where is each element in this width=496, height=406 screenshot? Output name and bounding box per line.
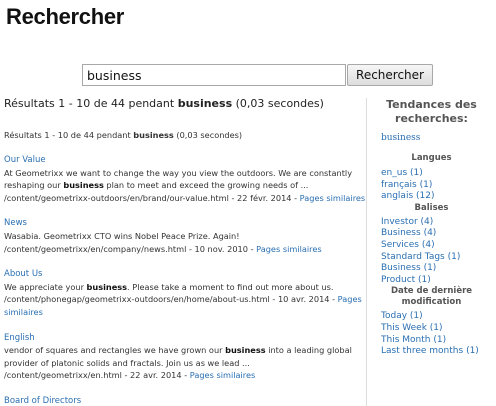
- similar-pages-link[interactable]: Pages similaires: [4, 294, 362, 317]
- result-path: /content/geometrixx-outdoors/en/brand/ou…: [4, 192, 300, 203]
- facet-language-item[interactable]: anglais (12): [381, 191, 496, 203]
- facet-label: Product: [381, 274, 416, 285]
- facets-sidebar: Tendances des recherches: business Langu…: [366, 98, 496, 406]
- summary-term: business: [177, 97, 233, 110]
- snippet-term: business: [63, 180, 104, 191]
- result-snippet: Wasabia. Geometrixx CTO wins Nobel Peace…: [4, 230, 366, 243]
- modified-heading: Date de dernière modification: [390, 286, 473, 308]
- snippet-text: into a leading global provider of platon…: [4, 345, 352, 368]
- facet-label: en_us: [381, 168, 408, 178]
- facet-label: anglais: [381, 191, 414, 202]
- similar-pages-link[interactable]: Pages similaires: [299, 192, 366, 203]
- result-title-link[interactable]: Our Value: [4, 155, 46, 165]
- tags-heading: Balises: [414, 202, 449, 213]
- result-item: About Us We appreciate your business. Pl…: [4, 268, 366, 318]
- facet-label: Standard Tags: [381, 251, 445, 262]
- facet-label: This Week: [381, 322, 427, 333]
- summary-suffix: (0,03 secondes): [232, 97, 324, 110]
- facet-count: (1): [423, 263, 437, 274]
- snippet-term: business: [86, 281, 128, 292]
- summary-term: business: [133, 130, 174, 140]
- facet-label: Business: [381, 263, 421, 274]
- trends-heading: Tendances des recherches:: [386, 98, 477, 125]
- facet-label: Services: [381, 239, 419, 250]
- result-title-link[interactable]: News: [4, 218, 27, 229]
- similar-pages-link[interactable]: Pages similaires: [189, 370, 256, 381]
- result-snippet: vendor of squares and rectangles we have…: [4, 344, 366, 369]
- facet-language-item[interactable]: français (1): [381, 180, 496, 192]
- facet-label: Business: [381, 228, 421, 239]
- result-item: News Wasabia. Geometrixx CTO wins Nobel …: [4, 217, 366, 255]
- facet-count: (1): [447, 251, 461, 262]
- similar-pages-link[interactable]: Pages similaires: [256, 243, 322, 254]
- result-title-link[interactable]: About Us: [4, 269, 43, 280]
- trend-link[interactable]: business: [381, 133, 421, 143]
- facet-count: (1): [410, 168, 423, 178]
- result-path: /content/geometrixx/en.html - 22 avr. 20…: [4, 370, 190, 381]
- facet-label: Today: [381, 311, 408, 322]
- facet-count: (1): [429, 322, 443, 333]
- results-summary: Résultats 1 - 10 de 44 pendant business …: [4, 97, 324, 110]
- result-snippet: We appreciate your business. Please take…: [4, 281, 366, 294]
- facet-tag-item[interactable]: Business (4): [381, 228, 496, 240]
- result-meta: /content/phonegap/geometrixx-outdoors/en…: [4, 293, 366, 318]
- result-path: /content/phonegap/geometrixx-outdoors/en…: [4, 294, 338, 305]
- results-list: Our Value At Geometrixx we want to chang…: [4, 154, 366, 406]
- facet-tag-item[interactable]: Investor (4): [381, 217, 496, 229]
- facet-date-item[interactable]: This Week (1): [381, 323, 496, 335]
- result-meta: /content/geometrixx/en/company/news.html…: [4, 243, 366, 256]
- facet-label: français: [381, 179, 417, 190]
- snippet-term: business: [225, 345, 266, 356]
- facet-date-item[interactable]: Today (1): [381, 311, 496, 323]
- results-summary-small: Résultats 1 - 10 de 44 pendant business …: [4, 130, 242, 140]
- facet-count: (1): [409, 311, 423, 322]
- result-title-link[interactable]: English: [4, 332, 35, 343]
- facet-language-item[interactable]: en_us (1): [381, 168, 496, 180]
- snippet-text: vendor of squares and rectangles we have…: [4, 345, 226, 356]
- facet-tag-item[interactable]: Product (1): [381, 275, 496, 287]
- snippet-text: . Please take a moment to find out more …: [127, 281, 334, 292]
- result-path: /content/geometrixx/en/company/news.html…: [4, 243, 257, 254]
- facet-count: (12): [416, 191, 435, 202]
- result-title-link[interactable]: Board of Directors: [4, 395, 82, 406]
- summary-suffix: (0,03 secondes): [173, 130, 243, 140]
- summary-prefix: Résultats 1 - 10 de 44 pendant: [4, 130, 134, 140]
- facet-count: (1): [466, 346, 479, 357]
- result-item: Board of Directors: [4, 395, 366, 406]
- facet-count: (4): [423, 228, 437, 239]
- result-snippet: At Geometrixx we want to change the way …: [4, 167, 366, 192]
- facet-label: This Month: [381, 334, 431, 345]
- snippet-text: Wasabia. Geometrixx CTO wins Nobel Peace…: [4, 230, 240, 241]
- facet-date-item[interactable]: Last three months (1): [381, 346, 496, 358]
- summary-prefix: Résultats 1 - 10 de 44 pendant: [4, 97, 178, 110]
- facet-count: (4): [421, 239, 435, 250]
- search-bar: Rechercher: [82, 64, 433, 86]
- facet-tag-item[interactable]: Services (4): [381, 240, 496, 252]
- facet-label: Investor: [381, 216, 418, 227]
- facet-tag-item[interactable]: Standard Tags (1): [381, 252, 496, 264]
- result-item: Our Value At Geometrixx we want to chang…: [4, 154, 366, 204]
- search-button[interactable]: Rechercher: [347, 64, 433, 86]
- facet-label: Last three months: [381, 346, 464, 357]
- search-input[interactable]: [82, 64, 346, 86]
- facet-count: (1): [418, 274, 431, 285]
- snippet-text: We appreciate your: [4, 281, 87, 292]
- facet-date-item[interactable]: This Month (1): [381, 335, 496, 347]
- languages-heading: Langues: [411, 153, 452, 163]
- result-meta: /content/geometrixx/en.html - 22 avr. 20…: [4, 369, 366, 382]
- snippet-text: plan to meet and exceed the growing need…: [103, 180, 309, 191]
- facet-count: (1): [433, 334, 447, 345]
- result-item: English vendor of squares and rectangles…: [4, 332, 366, 382]
- facet-count: (1): [419, 179, 433, 190]
- snippet-text: At Geometrixx we want to change the way …: [4, 167, 353, 191]
- page-title: Rechercher: [6, 4, 125, 29]
- facet-count: (4): [420, 216, 434, 227]
- facet-tag-item[interactable]: Business (1): [381, 263, 496, 275]
- result-meta: /content/geometrixx-outdoors/en/brand/ou…: [4, 192, 366, 205]
